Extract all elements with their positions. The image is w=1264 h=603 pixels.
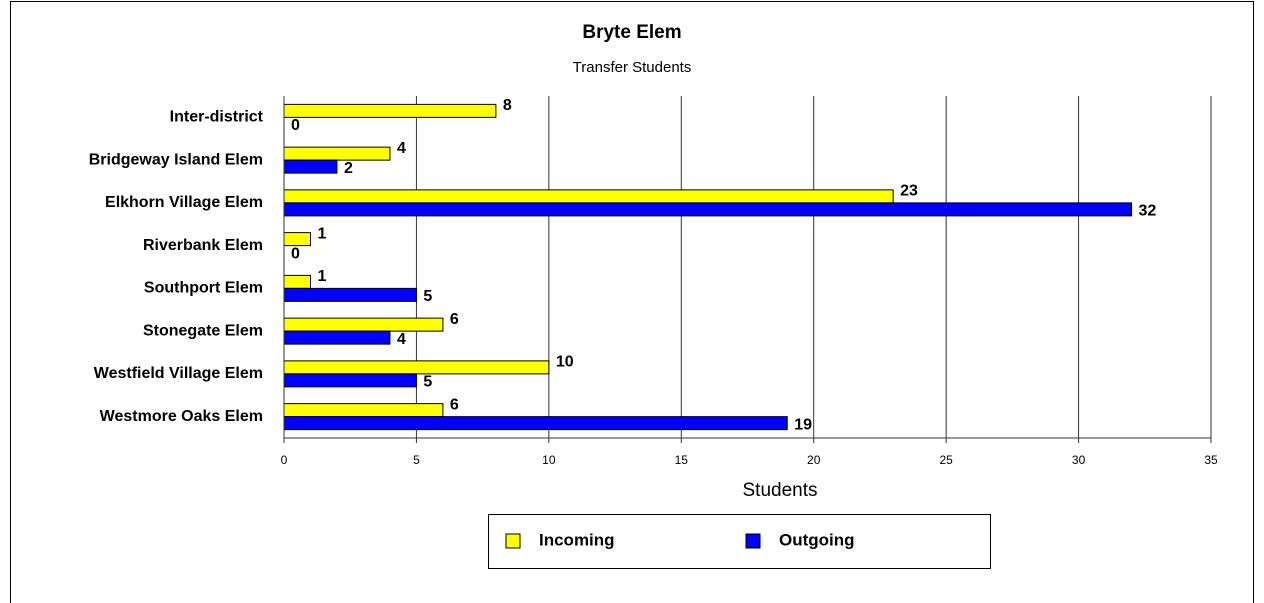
- data-label: 32: [1139, 203, 1157, 220]
- bar: [283, 274, 311, 289]
- data-label: 4: [397, 331, 406, 348]
- x-tick-label: 0: [281, 453, 288, 467]
- y-tick-label: Westfield Village Elem: [94, 365, 263, 382]
- bar: [283, 232, 311, 247]
- data-label: 0: [291, 117, 300, 134]
- data-label: 0: [291, 245, 300, 262]
- legend-label: Outgoing: [779, 530, 855, 549]
- x-tick-label: 10: [542, 453, 556, 467]
- y-tick-label: Inter-district: [170, 109, 264, 126]
- legend-box: [488, 514, 991, 569]
- data-label: 6: [450, 311, 459, 328]
- x-tick-label: 5: [413, 453, 420, 467]
- bar: [283, 317, 444, 332]
- legend-swatch: [505, 533, 521, 549]
- x-tick-label: 30: [1072, 453, 1086, 467]
- bar: [283, 330, 391, 345]
- y-tick-label: Southport Elem: [144, 280, 263, 297]
- y-tick-label: Stonegate Elem: [143, 322, 263, 339]
- bar: [283, 373, 417, 388]
- chart-title: Bryte Elem: [582, 22, 681, 43]
- data-label: 1: [317, 268, 326, 285]
- data-label: 19: [794, 416, 812, 433]
- legend-swatch: [745, 533, 761, 549]
- x-tick-label: 25: [939, 453, 953, 467]
- y-tick-label: Riverbank Elem: [143, 237, 263, 254]
- y-tick-label: Westmore Oaks Elem: [100, 408, 263, 425]
- bar: [283, 189, 894, 204]
- data-label: 5: [423, 374, 432, 391]
- bar: [283, 202, 1133, 217]
- data-label: 6: [450, 396, 459, 413]
- data-label: 23: [900, 183, 918, 200]
- data-label: 2: [344, 160, 353, 177]
- bar: [283, 159, 338, 174]
- chart-subtitle: Transfer Students: [573, 59, 692, 76]
- bar: [283, 360, 550, 375]
- x-axis-label: Students: [743, 480, 818, 501]
- data-label: 5: [423, 288, 432, 305]
- data-label: 4: [397, 140, 406, 157]
- bar: [283, 146, 391, 161]
- bar: [283, 287, 417, 302]
- data-label: 10: [556, 354, 574, 371]
- bar: [283, 416, 788, 431]
- data-label: 1: [317, 225, 326, 242]
- bar: [283, 103, 497, 118]
- legend-label: Incoming: [539, 530, 615, 549]
- data-label: 8: [503, 97, 512, 114]
- x-tick-label: 20: [807, 453, 821, 467]
- frame: [10, 1, 1254, 603]
- x-tick-label: 35: [1204, 453, 1218, 467]
- bar: [283, 403, 444, 418]
- y-tick-label: Bridgeway Island Elem: [89, 151, 263, 168]
- x-tick-label: 15: [675, 453, 689, 467]
- y-tick-label: Elkhorn Village Elem: [105, 194, 263, 211]
